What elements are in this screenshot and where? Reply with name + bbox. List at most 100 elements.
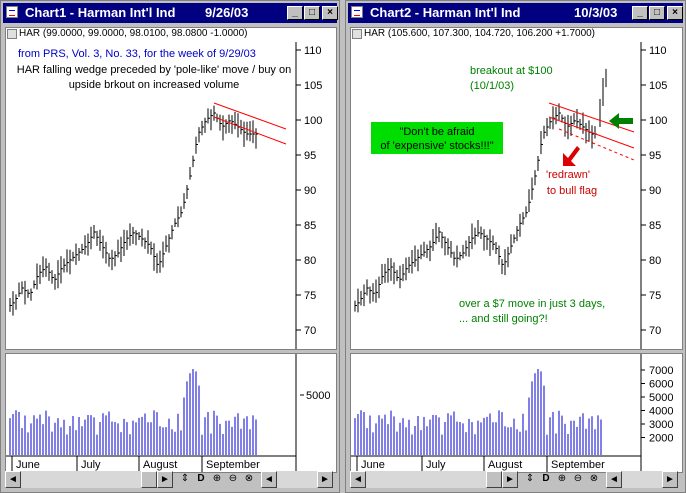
chart-app-icon[interactable] bbox=[6, 6, 18, 18]
chart2-date: 10/3/03 bbox=[574, 5, 618, 20]
volume-axis-label: 4000 bbox=[649, 406, 673, 418]
zoom-in-icon[interactable]: ⊕ bbox=[212, 473, 222, 484]
redrawn-flag-line bbox=[558, 128, 635, 161]
month-label: July bbox=[426, 459, 446, 471]
chart2-window: Chart2 - Harman Int'l Ind 10/3/03 _ □ × … bbox=[345, 0, 686, 493]
scroll-thumb[interactable] bbox=[141, 471, 157, 488]
scroll-right-button-2[interactable]: ► bbox=[662, 471, 678, 488]
price-axis-label: 105 bbox=[304, 80, 322, 92]
month-label: June bbox=[361, 459, 385, 471]
minimize-button[interactable]: _ bbox=[632, 6, 648, 20]
price-axis-label: 95 bbox=[304, 150, 316, 162]
price-axis-label: 80 bbox=[649, 255, 661, 267]
price-axis-label: 100 bbox=[304, 115, 322, 127]
zoom-out-icon[interactable]: ⊖ bbox=[573, 473, 583, 484]
scroll-left-button[interactable]: ◄ bbox=[5, 471, 21, 488]
redrawn-line2: to bull flag bbox=[547, 185, 597, 197]
scroll-right-button[interactable]: ► bbox=[502, 471, 518, 488]
zoom-in-icon[interactable]: ⊕ bbox=[557, 473, 567, 484]
red-arrow-icon bbox=[563, 146, 580, 166]
source-annotation: from PRS, Vol. 3, No. 33, for the week o… bbox=[18, 48, 256, 60]
breakout-date-annotation: (10/1/03) bbox=[470, 80, 514, 92]
redrawn-line1: 'redrawn' bbox=[546, 169, 590, 181]
dont-afraid-line2: of 'expensive' stocks!!!" bbox=[380, 140, 493, 152]
move-annotation-line2: ... and still going?! bbox=[459, 313, 548, 325]
move-annotation-line1: over a $7 move in just 3 days, bbox=[459, 298, 605, 310]
minimize-button[interactable]: _ bbox=[287, 6, 303, 20]
chart2-title: Chart2 - Harman Int'l Ind bbox=[370, 5, 521, 20]
chart1-price-plot: 110 105 100 95 90 85 80 75 70 from PRS, Vol. 3, … bbox=[9, 42, 322, 349]
period-daily-button[interactable]: D bbox=[197, 473, 205, 484]
scroll-right-button-2[interactable]: ► bbox=[317, 471, 333, 488]
volume-axis-label: 5000 bbox=[649, 392, 673, 404]
price-axis-label: 105 bbox=[649, 80, 667, 92]
close-button[interactable]: × bbox=[667, 6, 683, 20]
pane-handle-icon[interactable] bbox=[352, 29, 362, 39]
price-axis-label: 70 bbox=[304, 325, 316, 337]
chart2-price-readout: HAR (105.600, 107.300, 104.720, 106.200 … bbox=[351, 28, 682, 42]
chart1-volume-pane[interactable]: 5000 June July August September bbox=[5, 353, 337, 473]
volume-axis-label: 7000 bbox=[649, 365, 673, 377]
wedge-lower-line bbox=[213, 116, 287, 145]
dont-afraid-line1: "Don't be afraid bbox=[399, 126, 474, 138]
zoom-out-icon[interactable]: ⊖ bbox=[228, 473, 238, 484]
wedge-annotation: HAR falling wedge preceded by 'pole-like… bbox=[16, 64, 292, 91]
maximize-button[interactable]: □ bbox=[304, 6, 320, 20]
chart2-price-plot: 110 105 100 95 90 85 80 75 70 breakout at $100 (… bbox=[354, 42, 667, 349]
chart2-price-pane[interactable]: HAR (105.600, 107.300, 104.720, 106.200 … bbox=[350, 27, 683, 350]
price-axis-label: 100 bbox=[649, 115, 667, 127]
chart2-volume-pane[interactable]: 7000 6000 5000 4000 3000 2000 June July August S… bbox=[350, 353, 683, 473]
maximize-button[interactable]: □ bbox=[649, 6, 665, 20]
price-axis-label: 90 bbox=[649, 185, 661, 197]
chart1-date: 9/26/03 bbox=[205, 5, 249, 20]
price-axis-label: 85 bbox=[649, 220, 661, 232]
chart1-title: Chart1 - Harman Int'l Ind bbox=[25, 5, 176, 20]
scroll-left-button-2[interactable]: ◄ bbox=[261, 471, 277, 488]
month-label: September bbox=[551, 459, 605, 471]
scroll-left-button-2[interactable]: ◄ bbox=[606, 471, 622, 488]
volume-axis-label: 2000 bbox=[649, 433, 673, 445]
chart1-price-pane[interactable]: HAR (99.0000, 99.0000, 98.0100, 98.0800 … bbox=[5, 27, 337, 350]
price-axis-label: 110 bbox=[304, 45, 322, 57]
chart2-titlebar[interactable]: Chart2 - Harman Int'l Ind 10/3/03 _ □ × bbox=[348, 3, 683, 23]
scroll-thumb[interactable] bbox=[486, 471, 502, 488]
wedge-upper-line bbox=[548, 102, 635, 133]
scroll-lock-icon[interactable]: ⇕ bbox=[180, 473, 190, 484]
chart-app-icon[interactable] bbox=[351, 6, 363, 18]
scroll-track-2[interactable] bbox=[622, 471, 662, 488]
chart1-window: Chart1 - Harman Int'l Ind 9/26/03 _ □ × … bbox=[0, 0, 340, 493]
volume-axis-5000: 5000 bbox=[306, 390, 330, 402]
period-daily-button[interactable]: D bbox=[542, 473, 550, 484]
chart1-titlebar[interactable]: Chart1 - Harman Int'l Ind 9/26/03 _ □ × bbox=[3, 3, 338, 23]
month-label: August bbox=[488, 459, 522, 471]
month-label: September bbox=[206, 459, 260, 471]
chart2-scrollbar[interactable]: ◄ ► ⇕ D ⊕ ⊖ ⊗ ◄ ► bbox=[350, 471, 683, 489]
price-axis-label: 110 bbox=[649, 45, 667, 57]
scroll-track-2[interactable] bbox=[277, 471, 317, 488]
price-axis-label: 85 bbox=[304, 220, 316, 232]
wedge-lower-line bbox=[548, 116, 635, 149]
pane-handle-icon[interactable] bbox=[7, 29, 17, 39]
breakout-annotation: breakout at $100 bbox=[470, 65, 553, 77]
price-axis-label: 75 bbox=[304, 290, 316, 302]
price-axis-label: 70 bbox=[649, 325, 661, 337]
price-axis-label: 80 bbox=[304, 255, 316, 267]
close-button[interactable]: × bbox=[322, 6, 338, 20]
month-label: August bbox=[143, 459, 177, 471]
scroll-right-button[interactable]: ► bbox=[157, 471, 173, 488]
scroll-left-button[interactable]: ◄ bbox=[350, 471, 366, 488]
zoom-fit-icon[interactable]: ⊗ bbox=[244, 473, 254, 484]
price-axis-label: 95 bbox=[649, 150, 661, 162]
chart1-scrollbar[interactable]: ◄ ► ⇕ D ⊕ ⊖ ⊗ ◄ ► bbox=[5, 471, 337, 489]
scroll-track[interactable] bbox=[21, 471, 157, 488]
wedge-upper-line bbox=[213, 102, 287, 130]
scroll-lock-icon[interactable]: ⇕ bbox=[525, 473, 535, 484]
zoom-fit-icon[interactable]: ⊗ bbox=[589, 473, 599, 484]
scroll-track[interactable] bbox=[366, 471, 502, 488]
month-label: June bbox=[16, 459, 40, 471]
green-arrow-icon bbox=[609, 113, 633, 129]
volume-axis-label: 6000 bbox=[649, 379, 673, 391]
volume-axis-label: 3000 bbox=[649, 419, 673, 431]
price-axis-label: 75 bbox=[649, 290, 661, 302]
